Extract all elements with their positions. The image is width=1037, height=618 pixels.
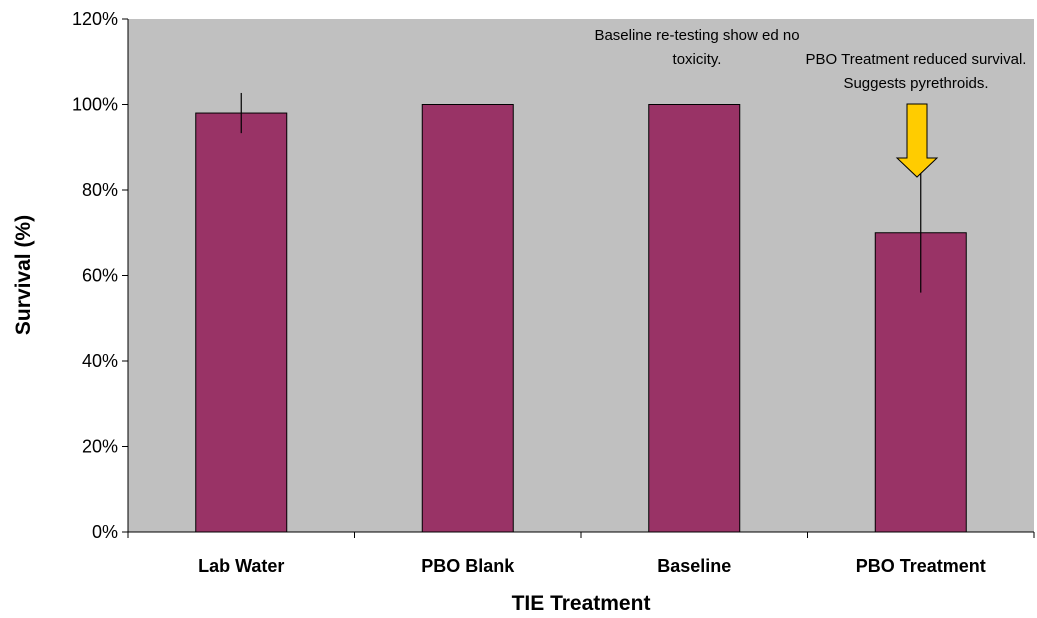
x-tick-label-baseline: Baseline (657, 556, 731, 576)
annotation-pbo-line1: PBO Treatment reduced survival. (806, 51, 1027, 68)
bar-baseline (648, 104, 741, 533)
error-bars-group (240, 92, 922, 293)
y-tick-label: 60% (82, 266, 118, 286)
annotation-pbo-line2: Suggests pyrethroids. (843, 75, 988, 92)
y-tick-label: 80% (82, 180, 118, 200)
x-tick-label-pbo-treatment: PBO Treatment (856, 556, 986, 576)
y-tick-label: 20% (82, 437, 118, 457)
y-axis-title: Survival (%) (12, 215, 35, 335)
annotation-baseline-line1: Baseline re-testing show ed no (594, 27, 799, 44)
y-tick-label: 0% (92, 522, 118, 542)
x-axis-ticks: Lab Water PBO Blank Baseline PBO Treatment (127, 532, 1035, 576)
y-axis-ticks: 0% 20% 40% 60% 80% 100% 120% (72, 9, 128, 542)
y-tick-label: 100% (72, 95, 118, 115)
x-axis-title: TIE Treatment (512, 592, 651, 615)
bars-group (195, 104, 967, 533)
bar-lab-water (195, 112, 288, 533)
annotation-baseline-line2: toxicity. (673, 51, 722, 68)
y-tick-label: 40% (82, 351, 118, 371)
y-tick-label: 120% (72, 9, 118, 29)
bar-pbo-blank (421, 104, 514, 533)
down-arrow-icon (895, 103, 939, 178)
x-tick-label-pbo-blank: PBO Blank (421, 556, 515, 576)
x-tick-label-lab-water: Lab Water (198, 556, 284, 576)
